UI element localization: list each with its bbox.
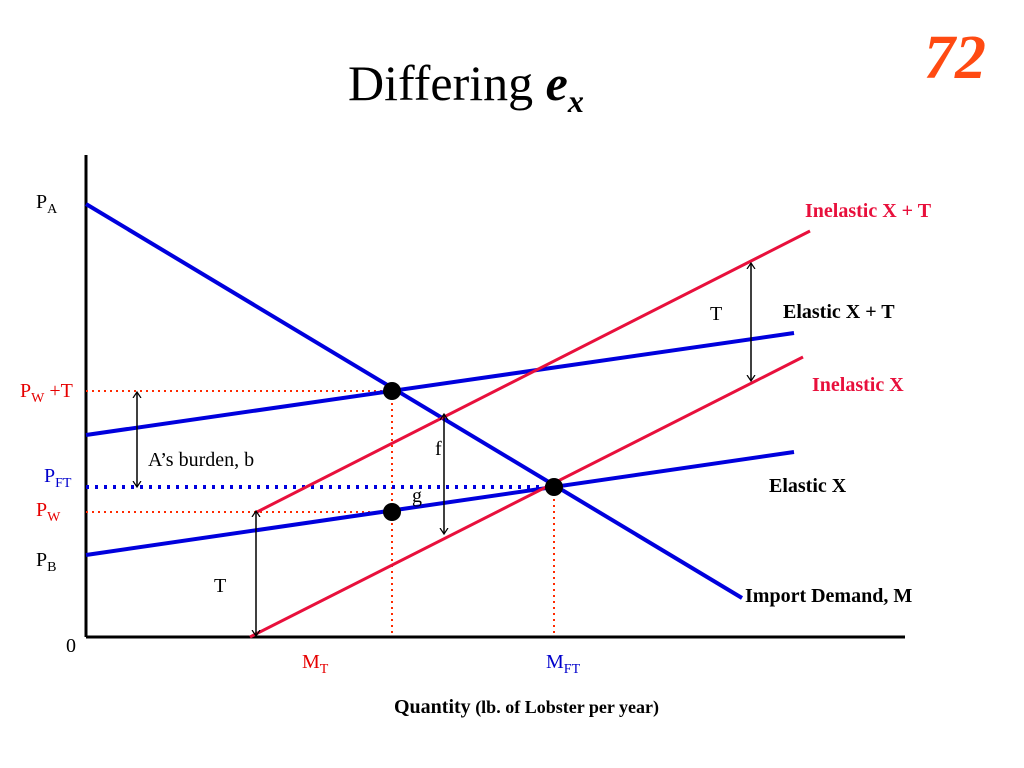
x-axis-title: Quantity (lb. of Lobster per year) bbox=[394, 696, 659, 718]
label-g: g bbox=[412, 485, 422, 507]
label-pb: PB bbox=[36, 549, 56, 575]
label-origin: 0 bbox=[66, 635, 76, 657]
label-pw: PW bbox=[36, 499, 61, 525]
label-t-lower: T bbox=[214, 575, 226, 597]
label-import-demand: Import Demand, M bbox=[745, 585, 912, 607]
point-free-trade bbox=[545, 478, 563, 496]
label-inelastic-x: Inelastic X bbox=[812, 374, 904, 396]
label-mft: MFT bbox=[546, 651, 581, 677]
label-mt: MT bbox=[302, 651, 329, 677]
point-mt-pw bbox=[383, 503, 401, 521]
inelastic-x-curve bbox=[249, 355, 804, 639]
slide-number: 72 bbox=[924, 24, 986, 92]
label-burden: A’s burden, b bbox=[148, 449, 254, 471]
label-elastic-x: Elastic X bbox=[769, 475, 847, 497]
label-pa: PA bbox=[36, 191, 58, 217]
label-elastic-x-t: Elastic X + T bbox=[783, 301, 895, 323]
elastic-x-t-curve bbox=[85, 331, 795, 437]
slide-title: Differing ex bbox=[348, 55, 584, 119]
label-t-upper: T bbox=[710, 303, 722, 325]
label-pw-t: PW +T bbox=[20, 380, 73, 406]
label-f: f bbox=[435, 438, 442, 460]
label-inelastic-x-t: Inelastic X + T bbox=[805, 200, 932, 222]
import-demand-curve bbox=[84, 202, 744, 600]
point-mt-pwt bbox=[383, 382, 401, 400]
inelastic-x-t-curve bbox=[256, 229, 811, 514]
label-pft: PFT bbox=[44, 465, 72, 491]
